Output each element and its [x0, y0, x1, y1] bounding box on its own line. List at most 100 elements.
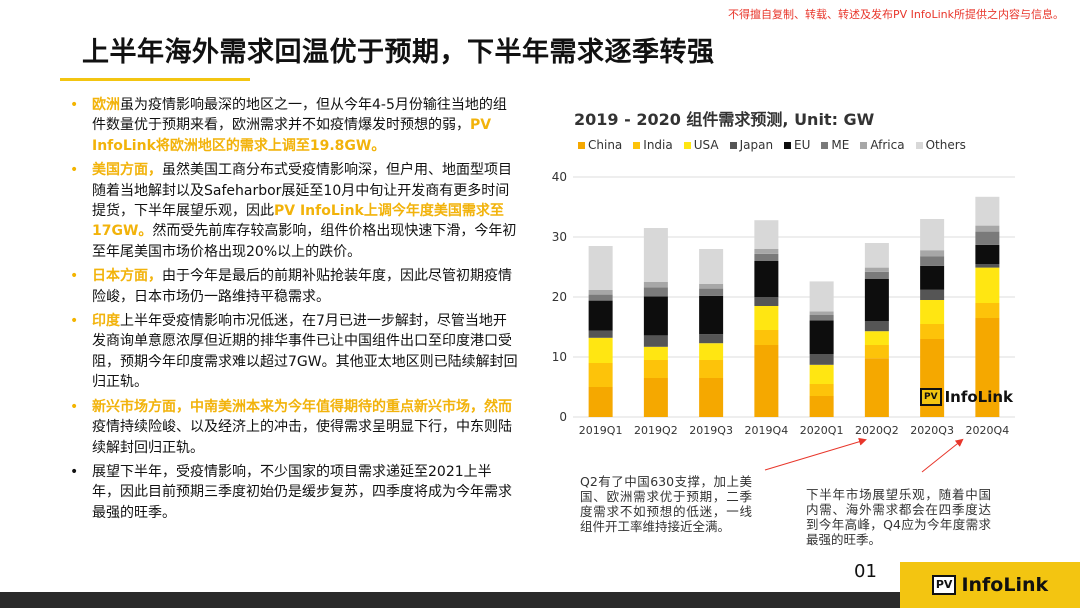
bar-segment — [864, 271, 889, 279]
bar-segment — [809, 384, 834, 396]
bar-segment — [643, 378, 668, 417]
legend-label: ME — [831, 138, 850, 152]
bullet-item: • 展望下半年，受疫情影响，不少国家的项目需求递延至2021上半年，因此目前预期三… — [68, 462, 518, 523]
legend-item: USA — [683, 138, 719, 152]
bar-segment — [588, 289, 613, 295]
bar-segment — [643, 287, 668, 297]
bar-segment — [975, 244, 1000, 264]
legend-item: Africa — [860, 138, 905, 152]
y-tick-label: 0 — [559, 410, 567, 424]
page-number: 01 — [854, 561, 877, 582]
bar-segment — [809, 315, 834, 321]
bullet-dot-icon: • — [70, 162, 79, 179]
bar-segment — [754, 249, 779, 254]
bullet-dot-icon: • — [70, 463, 79, 480]
annotation-h2: 下半年市场展望乐观，随着中国内需、海外需求都会在四季度达到今年高峰，Q4应为今年… — [806, 487, 991, 547]
legend-swatch — [860, 141, 868, 149]
bullet-item: • 新兴市场方面，中南美洲本来为今年值得期待的重点新兴市场，然而疫情持续险峻、以及… — [68, 397, 518, 458]
bullet-item: • 美国方面，虽然美国工商分布式受疫情影响深，但户用、地面型项目随着当地解封以及S… — [68, 160, 518, 262]
page-title: 上半年海外需求回温优于预期，下半年需求逐季转强 — [82, 37, 715, 68]
bullet-text: 虽然美国工商分布式受疫情影响深，但户用、地面型项目随着当地解封以及Safehar… — [92, 162, 512, 220]
bullet-list: • 欧洲虽为疫情影响最深的地区之一，但从今年4-5月份输往当地的组件数量优于预期来… — [68, 95, 518, 527]
pv-logo-icon: PV — [931, 575, 957, 595]
bar-segment — [754, 306, 779, 330]
x-tick-label: 2019Q3 — [689, 424, 733, 437]
legend-swatch — [578, 141, 585, 149]
bar-segment — [920, 324, 945, 339]
bar-segment — [643, 346, 668, 360]
legend-label: India — [643, 138, 673, 152]
bar-segment — [864, 267, 889, 272]
bar-segment — [699, 360, 724, 378]
bullet-item: • 日本方面，由于今年是最后的前期补贴抢装年度，因此尽管初期疫情险峻，日本市场仍一… — [68, 266, 518, 307]
bar-segment — [809, 396, 834, 417]
x-tick-label: 2019Q2 — [634, 424, 678, 437]
bullet-text: 疫情持续险峻、以及经济上的冲击，使得需求呈明显下行，中东则陆续解封回归正轨。 — [92, 419, 512, 456]
bullet-highlight-text: 新兴市场方面，中南美洲本来为今年值得期待的重点新兴市场，然而 — [92, 398, 512, 415]
bar-segment — [920, 265, 945, 290]
chart-title: 2019 - 2020 组件需求预测, Unit: GW — [574, 110, 875, 129]
bar-segment — [864, 345, 889, 359]
bar-segment — [699, 343, 724, 360]
legend-item: Japan — [729, 138, 774, 152]
bar-segment — [920, 256, 945, 266]
bar-segment — [975, 196, 1000, 226]
bullet-highlight-text: PV InfoLink将欧洲地区的需求上调至19.8GW。 — [92, 117, 492, 154]
bar-segment — [864, 321, 889, 332]
disclaimer-text: 不得擅自复制、转载、转述及发布PV InfoLink所提供之内容与信息。 — [728, 8, 1064, 21]
bar-segment — [588, 294, 613, 301]
bar-segment — [699, 288, 724, 296]
x-tick-label: 2019Q1 — [579, 424, 623, 437]
legend-item: ME — [821, 138, 849, 152]
bar-segment — [975, 231, 1000, 245]
bar-segment — [643, 360, 668, 378]
bar-segment — [920, 250, 945, 257]
bar-segment — [809, 281, 834, 312]
legend-swatch — [729, 141, 737, 149]
x-tick-label: 2019Q4 — [745, 424, 789, 437]
bar-segment — [809, 354, 834, 365]
bar-segment — [643, 296, 668, 336]
legend-swatch — [915, 141, 923, 149]
bar-segment — [809, 320, 834, 354]
chart-logo-text: InfoLink — [944, 388, 1014, 406]
x-tick-label: 2020Q4 — [966, 424, 1010, 437]
y-tick-label: 40 — [552, 170, 567, 184]
bar-segment — [809, 311, 834, 315]
bar-segment — [920, 219, 945, 251]
y-tick-label: 20 — [552, 290, 567, 304]
bar-segment — [699, 249, 724, 284]
legend-swatch — [633, 141, 641, 149]
bar-segment — [975, 264, 1000, 268]
bar-segment — [754, 220, 779, 249]
bar-segment — [643, 335, 668, 347]
y-tick-label: 10 — [552, 350, 567, 364]
bar-segment — [864, 279, 889, 321]
bar-segment — [809, 364, 834, 384]
pv-logo-icon: PV — [920, 388, 942, 406]
bullet-text: 展望下半年，受疫情影响，不少国家的项目需求递延至2021上半年，因此目前预期三季… — [92, 463, 512, 521]
footer-logo-text: InfoLink — [961, 574, 1049, 596]
bar-segment — [588, 246, 613, 290]
bar-segment — [588, 337, 613, 363]
bar-segment — [864, 331, 889, 345]
bar-segment — [975, 267, 1000, 303]
legend-label: China — [588, 138, 623, 152]
legend-item: Others — [915, 138, 966, 152]
bar-segment — [754, 253, 779, 261]
legend-label: Japan — [739, 138, 774, 152]
legend-swatch — [821, 141, 829, 149]
bullet-dot-icon: • — [70, 398, 79, 415]
x-tick-label: 2020Q3 — [910, 424, 954, 437]
bar-segment — [588, 387, 613, 417]
bar-segment — [975, 303, 1000, 318]
bar-segment — [864, 243, 889, 268]
bullet-item: • 欧洲虽为疫情影响最深的地区之一，但从今年4-5月份输往当地的组件数量优于预期来… — [68, 95, 518, 156]
bar-segment — [754, 345, 779, 417]
legend-swatch — [784, 141, 792, 149]
legend-swatch — [683, 141, 691, 149]
bullet-text: 上半年受疫情影响市况低迷，在7月已进一步解封，尽管当地开发商询单意愿浓厚但近期的… — [92, 313, 518, 391]
x-tick-label: 2020Q1 — [800, 424, 844, 437]
legend-item: EU — [784, 138, 810, 152]
legend-label: EU — [794, 138, 811, 152]
